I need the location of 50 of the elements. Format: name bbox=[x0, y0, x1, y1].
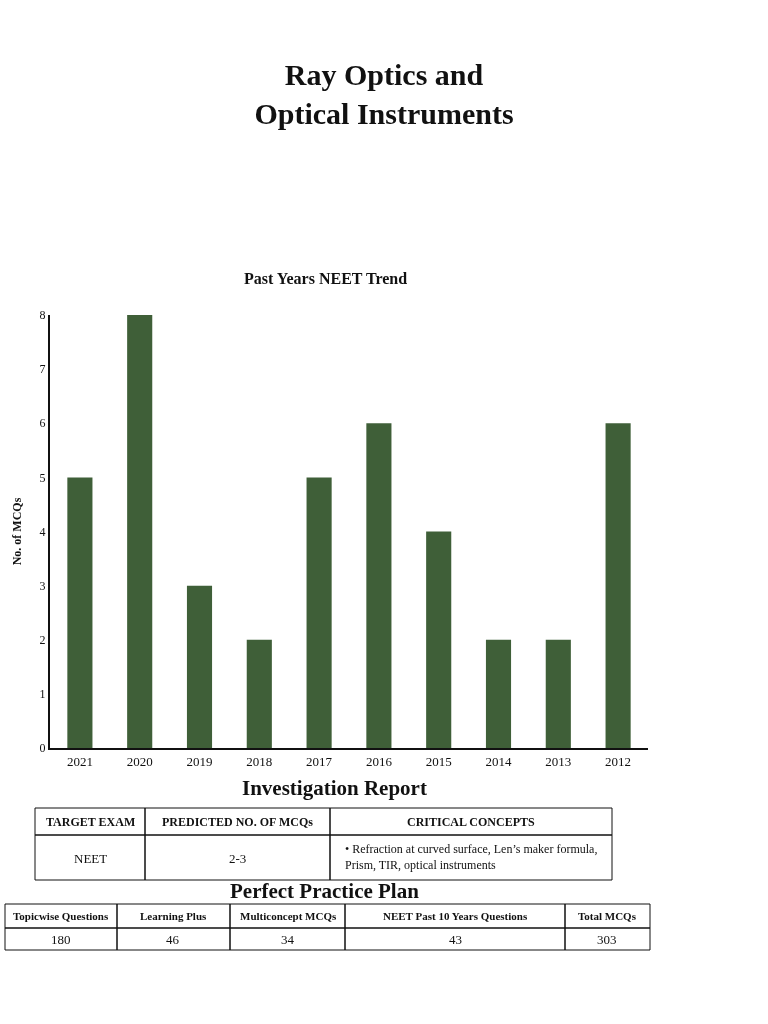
bar bbox=[186, 585, 213, 748]
y-tick-label: 0 bbox=[39, 741, 46, 756]
bar bbox=[605, 423, 631, 748]
text: Perfect Practice Plan bbox=[230, 879, 420, 903]
bar bbox=[545, 639, 571, 748]
bar bbox=[485, 639, 512, 748]
text: Topicwise Questions bbox=[13, 910, 109, 922]
bar bbox=[127, 315, 153, 748]
y-tick-label: 3 bbox=[39, 578, 46, 593]
text: CRITICAL CONCEPTS bbox=[407, 815, 536, 829]
x-tick-label: 2012 bbox=[605, 753, 632, 769]
y-tick-label: 1 bbox=[39, 687, 46, 702]
chart-title: Ray Optics and Optical Instruments bbox=[254, 58, 514, 130]
text: • Refraction at curved surface, Len’s maker formula, Prism, TIR, optical instruments bbox=[345, 842, 598, 872]
text: 34 bbox=[281, 932, 295, 947]
text: 46 bbox=[166, 932, 180, 947]
bar bbox=[426, 531, 452, 748]
x-tick-label: 2017 bbox=[306, 753, 333, 769]
text: Multiconcept MCQs bbox=[240, 910, 337, 922]
x-tick-label: 2019 bbox=[186, 753, 213, 769]
x-tick-label: 2016 bbox=[365, 753, 393, 769]
y-tick-label: 6 bbox=[39, 416, 46, 431]
bar bbox=[246, 639, 272, 748]
text: NEET bbox=[74, 851, 108, 866]
y-axis-title: No. of MCQs bbox=[10, 497, 25, 566]
bar bbox=[67, 477, 93, 748]
chart-subtitle: Past Years NEET Trend bbox=[244, 270, 408, 287]
x-tick-label: 2015 bbox=[425, 753, 452, 769]
bar bbox=[306, 477, 332, 748]
x-tick-label: 2021 bbox=[66, 753, 93, 769]
text: 303 bbox=[597, 932, 617, 947]
y-tick-label: 5 bbox=[39, 470, 46, 485]
y-tick-label: 2 bbox=[39, 632, 46, 647]
text: Total MCQs bbox=[578, 910, 637, 922]
text: PREDICTED NO. OF MCQs bbox=[162, 815, 314, 829]
text: 180 bbox=[51, 932, 71, 947]
text: 43 bbox=[449, 932, 462, 947]
text: 2-3 bbox=[229, 851, 247, 866]
text: Investigation Report bbox=[242, 776, 427, 800]
y-tick-label: 4 bbox=[39, 524, 46, 539]
y-tick-label: 8 bbox=[39, 308, 46, 323]
x-tick-label: 2018 bbox=[246, 753, 273, 769]
bar bbox=[366, 423, 392, 748]
x-tick-label: 2020 bbox=[126, 753, 153, 769]
x-tick-label: 2014 bbox=[485, 753, 512, 769]
text: Learning Plus bbox=[140, 910, 208, 922]
text: NEET Past 10 Years Questions bbox=[383, 910, 528, 922]
x-tick-label: 2013 bbox=[545, 753, 572, 769]
text: TARGET EXAM bbox=[46, 815, 136, 829]
y-tick-label: 7 bbox=[39, 362, 46, 377]
